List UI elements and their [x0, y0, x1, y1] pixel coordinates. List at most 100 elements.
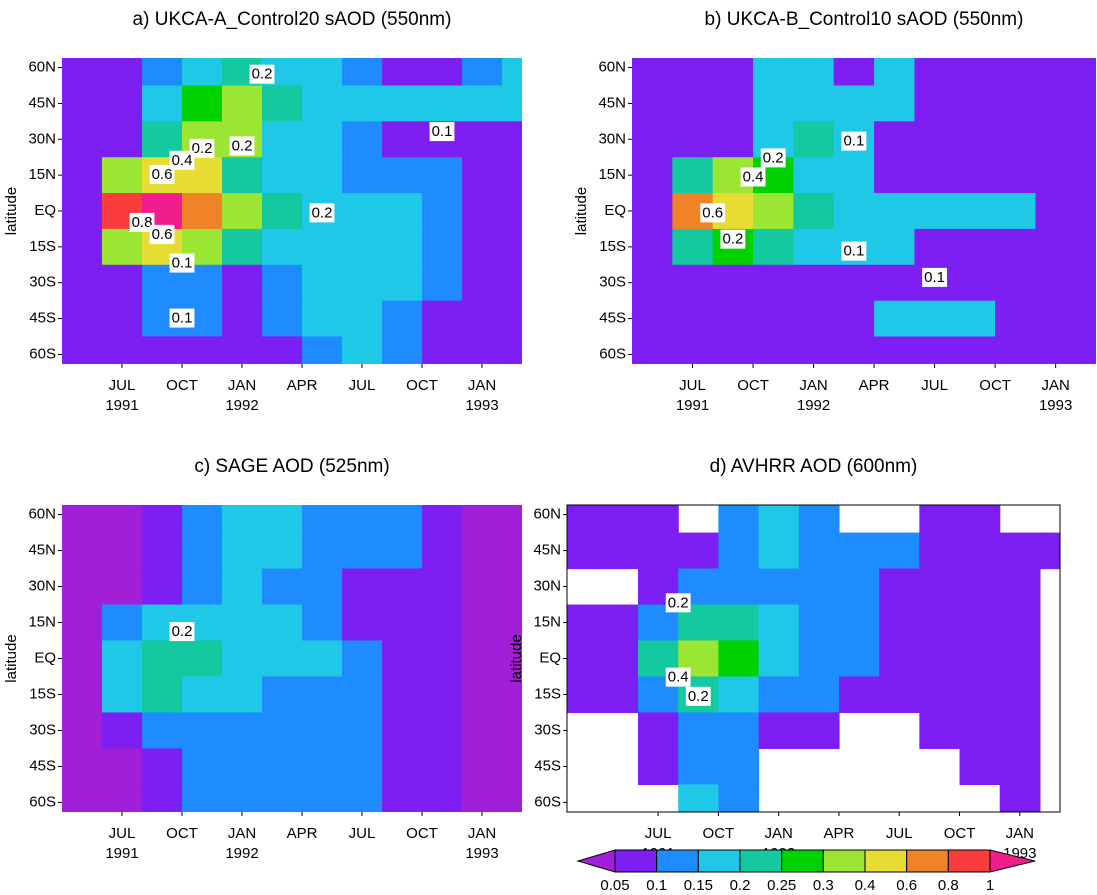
aod-cell [222, 640, 263, 678]
contour-label: 0.2 [688, 688, 709, 705]
aod-cell [142, 336, 183, 364]
aod-cell [999, 640, 1041, 678]
aod-cell [638, 532, 679, 570]
aod-cell [793, 58, 835, 87]
aod-cell [1075, 336, 1096, 364]
aod-cell [262, 505, 303, 534]
aod-cell [422, 712, 463, 750]
aod-cell [632, 58, 673, 87]
aod-cell [62, 532, 103, 570]
x-tick-label: OCT [979, 377, 1011, 394]
aod-cell [597, 505, 639, 534]
colorbar-segment [947, 849, 991, 873]
aod-cell [342, 676, 383, 714]
aod-cell [422, 58, 463, 87]
aod-cell [62, 604, 103, 642]
y-tick-label: 60N [28, 59, 56, 76]
contour-label: 0.1 [172, 255, 193, 272]
aod-cell [954, 85, 996, 122]
aod-cell [62, 748, 103, 786]
aod-cell [959, 640, 1001, 678]
y-tick-label: 45N [598, 94, 626, 111]
x-tick-label: JAN [1041, 377, 1069, 394]
y-tick-label: 30N [28, 578, 56, 595]
aod-cell [567, 505, 599, 534]
y-tick-label: 60S [29, 793, 56, 810]
aod-cell [302, 85, 343, 122]
y-tick-label: 30N [28, 130, 56, 147]
contour-label-box [922, 267, 948, 287]
aod-cell [102, 58, 143, 87]
y-axis-label: latitude [3, 634, 20, 682]
x-tick-label: OCT [737, 377, 769, 394]
colorbar-segment [614, 849, 658, 873]
aod-cell [382, 228, 423, 266]
aod-cell [462, 712, 503, 750]
aod-cell [462, 58, 503, 87]
aod-cell [758, 505, 800, 534]
aod-cell [62, 676, 103, 714]
aod-cell [1075, 264, 1096, 302]
aod-cell [462, 85, 503, 122]
aod-cell [222, 604, 263, 642]
aod-cell [62, 336, 103, 364]
aod-cell [422, 568, 463, 606]
aod-cell [502, 193, 522, 230]
x-tick-label: JAN [1006, 825, 1034, 842]
aod-cell [502, 640, 522, 678]
aod-cell [102, 640, 143, 678]
aod-cell [302, 300, 343, 338]
aod-cell [995, 336, 1037, 364]
colorbar-segment [656, 849, 699, 873]
aod-cell [422, 532, 463, 570]
contour-label: 0.1 [924, 269, 945, 286]
contour-label-box [169, 622, 195, 642]
contour-label-box [700, 203, 726, 223]
contour-label: 0.6 [702, 204, 723, 221]
x-tick-label: JUL [679, 377, 706, 394]
aod-cell [833, 193, 875, 230]
aod-cell [462, 568, 503, 606]
aod-cell [879, 676, 920, 714]
aod-cell [838, 568, 880, 606]
aod-cell [302, 58, 343, 87]
aod-cell [753, 300, 794, 338]
contour-label-box [149, 224, 175, 244]
aod-cell [874, 300, 916, 338]
colorbar-label: 0.2 [730, 877, 751, 894]
aod-cell [62, 193, 103, 230]
aod-cell [995, 157, 1037, 194]
colorbar-label: 0.25 [767, 877, 796, 894]
aod-cell [874, 58, 916, 87]
aod-cell [718, 532, 760, 570]
aod-cell [262, 300, 303, 338]
x-tick-label: JAN [228, 377, 256, 394]
aod-cell [678, 712, 719, 750]
contour-label-box [720, 229, 746, 249]
aod-cell [712, 336, 754, 364]
contour-label: 0.6 [152, 226, 173, 243]
contour-label-box [189, 138, 215, 158]
aod-cell [462, 264, 503, 302]
y-tick-label: 45S [29, 757, 56, 774]
y-tick-label: 45S [534, 757, 561, 774]
aod-cell [1075, 58, 1096, 87]
colorbar-under [576, 849, 616, 873]
aod-cell [182, 58, 223, 87]
colorbar-segment [906, 849, 949, 873]
aod-cell [954, 228, 996, 266]
aod-cell [954, 121, 996, 158]
aod-cell [502, 568, 522, 606]
aod-cell [302, 505, 343, 534]
aod-cell [798, 712, 840, 750]
aod-cell [102, 300, 143, 338]
aod-cell [382, 676, 423, 714]
aod-cell [879, 640, 920, 678]
aod-cell [502, 336, 522, 364]
aod-cell [342, 505, 383, 534]
y-tick-label: 45S [29, 310, 56, 327]
x-tick-label: 1993 [1039, 397, 1072, 414]
aod-cell [142, 712, 183, 750]
aod-cell [342, 157, 383, 194]
aod-cell [342, 532, 383, 570]
